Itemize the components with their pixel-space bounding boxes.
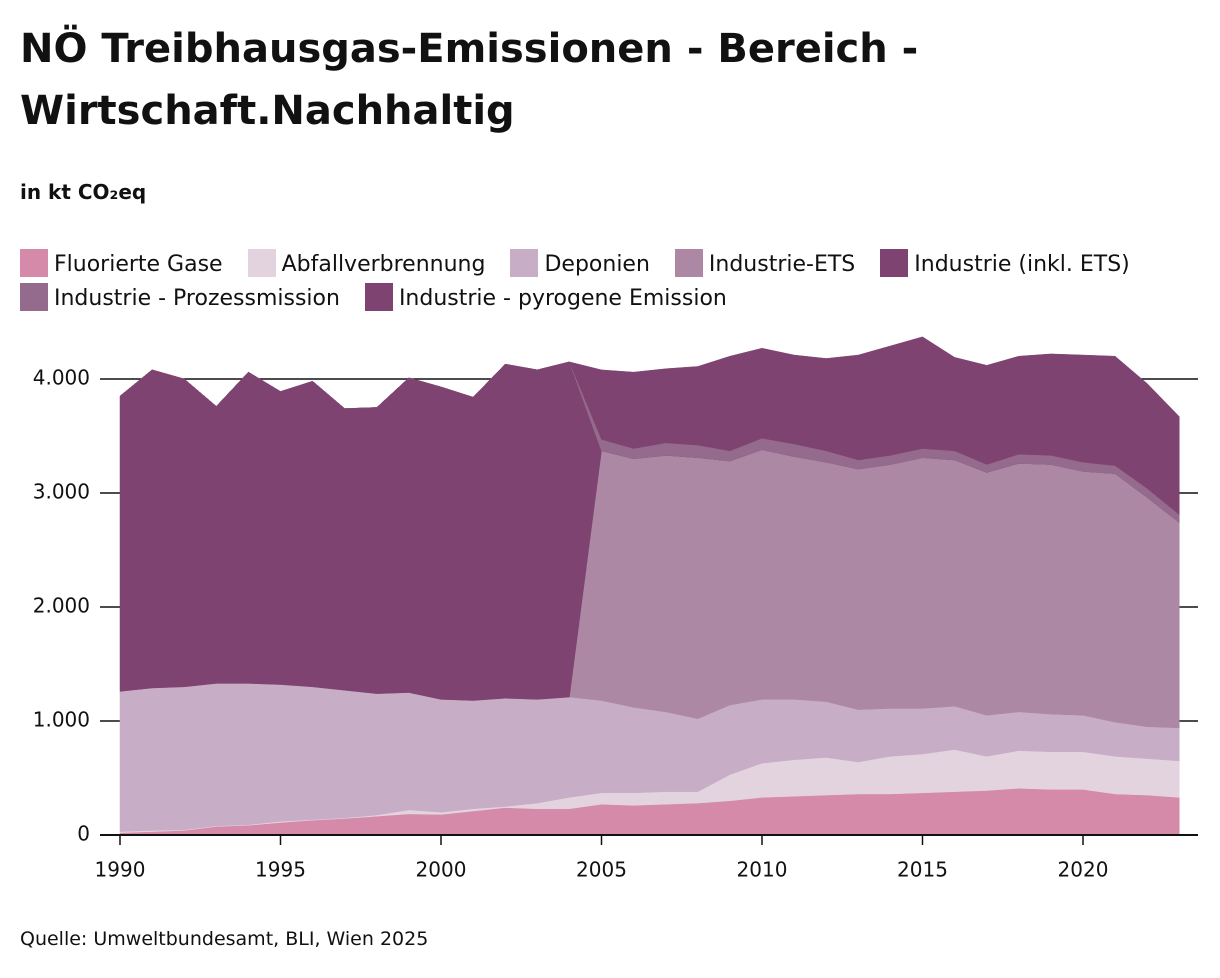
legend-item: Industrie (inkl. ETS) (880, 249, 1130, 277)
legend-swatch (20, 283, 48, 311)
subtitle: in kt CO₂eq (20, 180, 147, 204)
legend-label: Fluorierte Gase (54, 252, 223, 277)
x-tick-label: 2005 (576, 858, 627, 882)
legend-item: Industrie-ETS (674, 249, 856, 277)
legend-label: Industrie-ETS (708, 252, 856, 277)
x-tick-label: 2015 (897, 858, 948, 882)
area (119, 336, 1180, 516)
legend-swatch (674, 249, 703, 277)
legend-label: Abfallverbrennung (281, 252, 486, 277)
legend-label: Industrie (inkl. ETS) (914, 252, 1130, 277)
x-tick-label: 2000 (416, 858, 467, 882)
x-tick-label: 1995 (255, 858, 306, 882)
legend-label: Industrie - Prozessmission (54, 286, 340, 311)
legend: Fluorierte Gase Abfallverbrennung Deponi… (20, 248, 1180, 316)
x-tick-label: 2010 (737, 858, 788, 882)
x-tick-label: 2020 (1058, 858, 1109, 882)
legend-item: Industrie - Prozessmission (20, 283, 340, 311)
legend-item: Fluorierte Gase (20, 249, 223, 277)
legend-swatch (880, 249, 909, 277)
y-tick-label: 4.000 (33, 366, 90, 390)
legend-item: Industrie - pyrogene Emission (364, 283, 727, 311)
legend-swatch (20, 249, 48, 277)
chart: 0 1.000 2.000 3.000 4.000 1990 1995 2000 2005 201… (33, 336, 1198, 882)
legend-item: Deponien (510, 249, 650, 277)
x-tick-label: 1990 (95, 858, 146, 882)
legend-swatch (510, 249, 539, 277)
legend-label: Deponien (544, 252, 650, 277)
chart-title: NÖ Treibhausgas-Emissionen - Bereich - W… (20, 26, 919, 134)
y-tick-label: 0 (77, 822, 90, 846)
y-tick-label: 3.000 (33, 480, 90, 504)
legend-swatch (247, 249, 276, 277)
y-tick-label: 1.000 (33, 708, 90, 732)
legend-item: Abfallverbrennung (247, 249, 486, 277)
legend-swatch (364, 283, 393, 311)
legend-label: Industrie - pyrogene Emission (398, 286, 727, 311)
source: Quelle: Umweltbundesamt, BLI, Wien 2025 (20, 928, 429, 950)
y-tick-label: 2.000 (33, 594, 90, 618)
